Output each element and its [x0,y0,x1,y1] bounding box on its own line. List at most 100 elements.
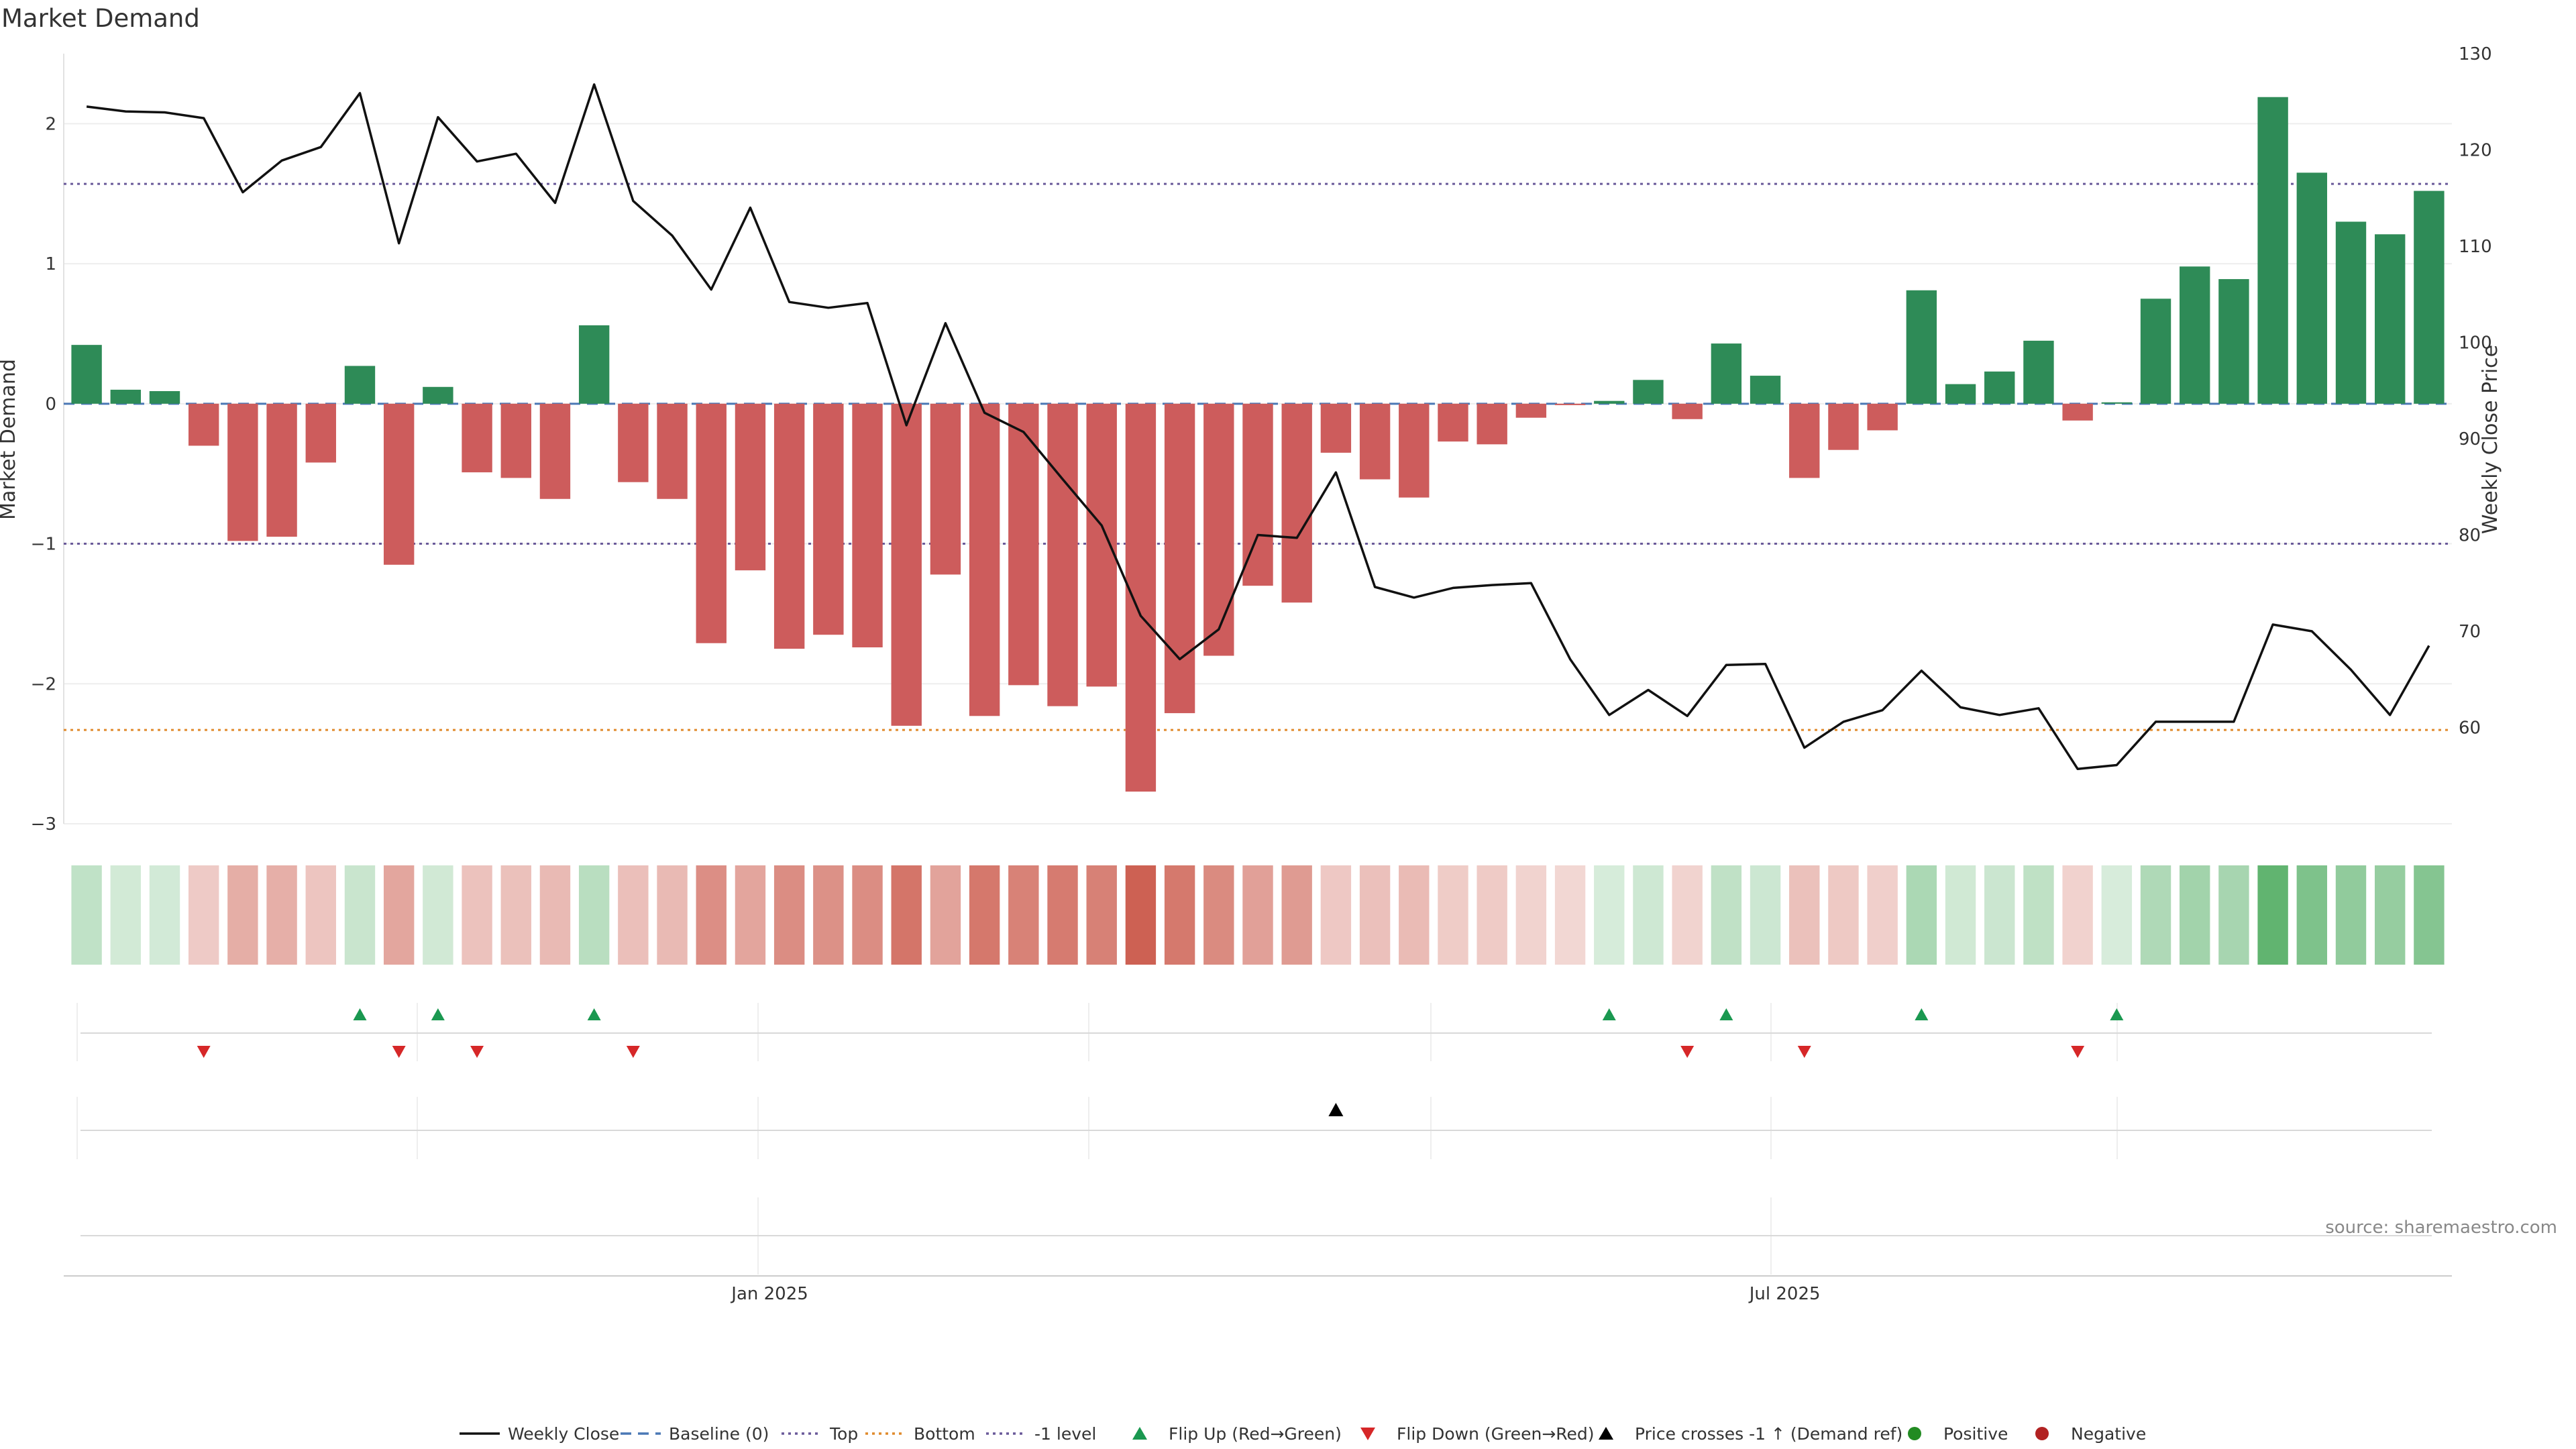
heat-cell [149,865,180,965]
heat-cell [423,865,453,965]
demand-bar [1672,403,1703,419]
left-tick-label: −1 [31,535,56,555]
right-tick-label: 70 [2459,622,2481,642]
demand-bar [1086,403,1117,687]
legend-triangle-up-icon [1599,1427,1613,1440]
legend-item: Top [782,1424,858,1444]
heat-cell [1711,865,1742,965]
demand-bar [383,403,415,565]
source-note: source: sharemaestro.com [2325,1218,2557,1238]
demand-bar [2375,234,2406,404]
legend-item: Negative [2035,1424,2146,1444]
heat-cell [2375,865,2406,965]
heat-cell [539,865,571,965]
heat-cell [1867,865,1898,965]
demand-bar [930,403,961,575]
demand-bar [2218,279,2249,404]
flip-up-marker [1915,1008,1929,1020]
demand-bar [2414,191,2445,404]
heat-cell [852,865,883,965]
heat-cell [227,865,258,965]
legend-item: -1 level [986,1424,1096,1444]
heat-cell [188,865,219,965]
heat-cell [1554,865,1586,965]
heat-cell [1789,865,1820,965]
demand-heatstrip [71,865,2445,965]
heat-cell [2257,865,2288,965]
left-tick-label: 2 [45,114,56,134]
legend-dot-icon [2035,1427,2049,1440]
demand-bar [1750,376,1781,404]
flip-down-marker [392,1046,406,1058]
heat-cell [1125,865,1157,965]
demand-bar [618,403,649,482]
legend-label: Bottom [914,1424,975,1444]
demand-bar [1945,384,1976,404]
heat-cell [1594,865,1625,965]
heat-cell [2140,865,2171,965]
heat-cell [305,865,336,965]
heat-cell [1242,865,1273,965]
left-tick-label: −3 [31,814,56,835]
sign-dot-panel [80,1197,2432,1275]
heat-cell [344,865,376,965]
legend-triangle-down-icon [1360,1428,1375,1440]
heat-cell [71,865,102,965]
demand-bar [227,403,258,541]
heat-cell [1047,865,1078,965]
heat-cell [618,865,649,965]
demand-bar [1047,403,1078,706]
demand-bar [2180,266,2210,404]
legend-label: Flip Up (Red→Green) [1169,1424,1342,1444]
right-tick-label: 90 [2459,429,2481,449]
flip-up-marker [353,1008,367,1020]
heat-cell [1633,865,1664,965]
demand-bar [1594,400,1625,404]
demand-bar [149,391,180,404]
heat-cell [773,865,805,965]
demand-bar [1711,343,1742,404]
left-tick-label: −2 [31,674,56,694]
heat-cell [266,865,297,965]
heat-cell [383,865,415,965]
demand-bar [1359,403,1391,480]
heat-cell [2023,865,2054,965]
heat-cell [1008,865,1039,965]
heat-cell [1945,865,1976,965]
heat-cell [1438,865,1468,965]
demand-bar [1906,290,1937,404]
right-tick-label: 120 [2459,141,2492,161]
flip-up-marker [2110,1008,2124,1020]
legend-label: Flip Down (Green→Red) [1397,1424,1595,1444]
heat-cell [1828,865,1859,965]
left-tick-label: 0 [45,394,56,415]
demand-bar [657,403,688,499]
x-axis: Jan 2025 Jul 2025 [64,1275,2452,1304]
demand-bar [773,403,805,649]
demand-bar [344,366,376,404]
heat-cell [1477,865,1507,965]
legend-item: Flip Down (Green→Red) [1360,1424,1595,1444]
legend-item: Flip Up (Red→Green) [1132,1424,1342,1444]
right-tick-label: 110 [2459,237,2492,257]
heat-cell [578,865,610,965]
demand-bar [813,403,844,635]
flip-down-marker [2071,1046,2085,1058]
chart-title: Market Demand [1,4,200,33]
flip-up-marker [1719,1008,1733,1020]
demand-bar [1203,403,1234,656]
price-cross-marker [1328,1103,1344,1116]
demand-bar [1242,403,1273,586]
flip-up-marker [1602,1008,1616,1020]
heat-cell [1281,865,1312,965]
x-tick-label: Jul 2025 [1748,1284,1821,1304]
demand-bar [1828,403,1859,450]
heat-cell [2335,865,2367,965]
heat-cell [462,865,492,965]
legend-label: -1 level [1034,1424,1096,1444]
heat-cell [1906,865,1937,965]
legend-label: Top [829,1424,858,1444]
demand-bar [2257,97,2288,404]
heat-cell [1359,865,1391,965]
heat-cell [1984,865,2015,965]
